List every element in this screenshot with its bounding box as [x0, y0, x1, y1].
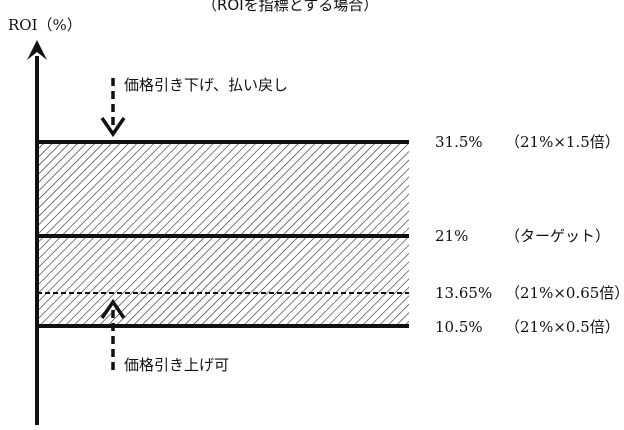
annotation-price-down: 価格引き下げ、払い戻し [124, 76, 288, 94]
down-arrow [100, 78, 126, 138]
level-label-31-5: 31.5% [435, 133, 483, 151]
y-axis-label: ROI（%） [8, 16, 82, 34]
level-label-13-65: 13.65% [435, 284, 493, 302]
level-label-10-5: 10.5% [435, 318, 483, 336]
level-note-21: （ターゲット） [505, 227, 611, 245]
up-arrow [100, 298, 126, 372]
annotation-price-up: 価格引き上げ可 [124, 356, 230, 374]
level-note-31-5: （21%×1.5倍） [505, 133, 620, 151]
y-axis-arrowhead [27, 40, 47, 60]
diagram-title: （ROIを指標とする場合） [202, 0, 379, 14]
level-note-10-5: （21%×0.5倍） [505, 318, 620, 336]
level-label-21: 21% [435, 227, 469, 245]
level-note-13-65: （21%×0.65倍） [505, 284, 624, 302]
